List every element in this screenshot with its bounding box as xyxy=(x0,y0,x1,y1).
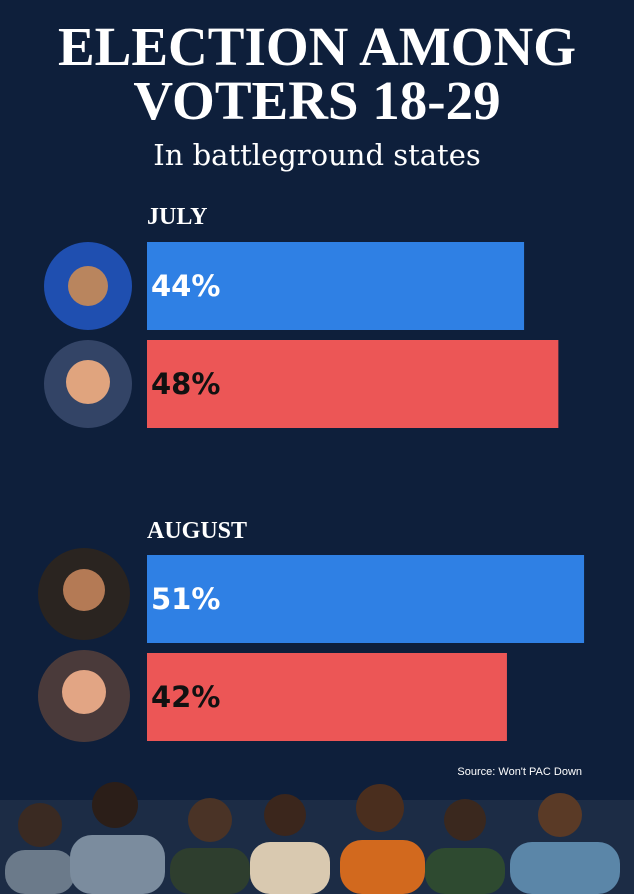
bar xyxy=(147,653,507,741)
value-label: 51% xyxy=(151,582,220,616)
portraits xyxy=(38,242,132,742)
crowd-photo xyxy=(0,782,634,894)
bar xyxy=(147,340,559,428)
category-label: AUGUST xyxy=(147,518,247,544)
category-label: JULY xyxy=(147,204,207,230)
bar xyxy=(147,555,585,643)
value-label: 42% xyxy=(151,680,220,714)
value-label: 48% xyxy=(151,367,220,401)
source-note: Source: Won't PAC Down xyxy=(457,766,582,778)
chart-title: ELECTION AMONG VOTERS 18-29 xyxy=(58,16,576,131)
bar xyxy=(147,242,525,330)
chart-subtitle: In battleground states xyxy=(153,138,481,172)
value-label: 44% xyxy=(151,269,220,303)
